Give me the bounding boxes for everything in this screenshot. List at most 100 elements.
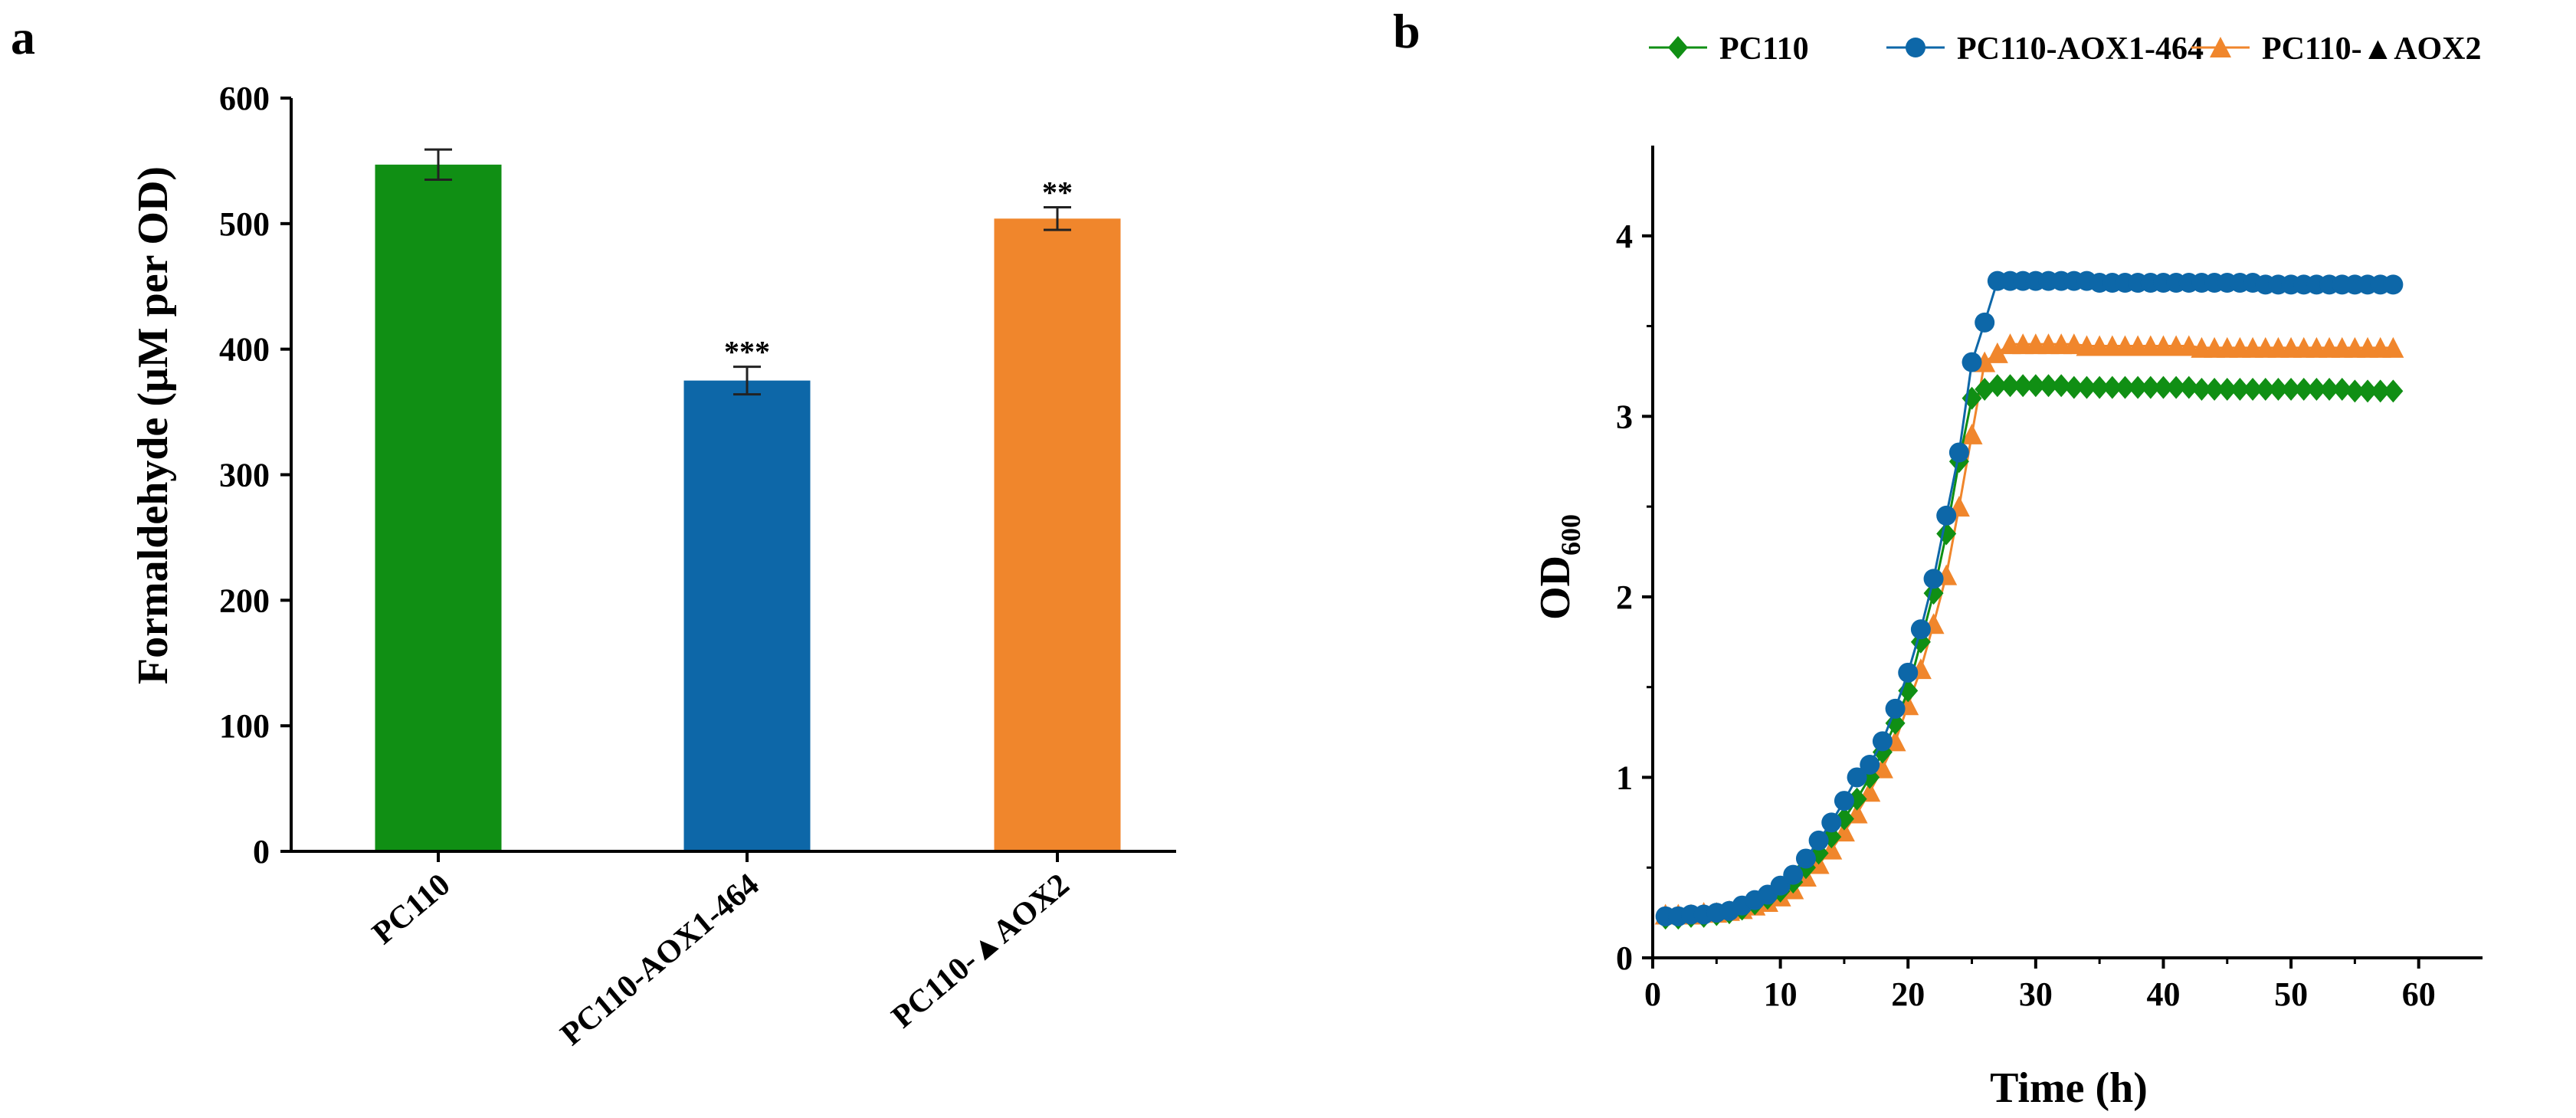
- panel-b-legend-marker: [2210, 37, 2231, 57]
- panel-b-data-point: [2306, 378, 2327, 401]
- panel-b-data-point: [2051, 374, 2072, 398]
- panel-a-y-tick-label: 600: [219, 80, 270, 117]
- panel-b-series-circle: [1655, 270, 2404, 926]
- panel-b-line-chart: b PC110 PC110-AOX1-464 PC110-▲AOX2 OD 60 0 T…: [1393, 4, 2483, 1112]
- panel-b-data-point: [1987, 374, 2007, 398]
- panel-b-data-point: [1821, 812, 1842, 833]
- panel-a-label: a: [11, 10, 35, 64]
- panel-b-data-point: [2382, 336, 2404, 358]
- panel-a-y-tick-label: 200: [219, 582, 270, 619]
- panel-b-data-point: [2166, 375, 2187, 399]
- panel-b-data-point: [1847, 767, 1867, 788]
- panel-b-data-point: [1860, 754, 1880, 775]
- panel-b-y-tick-label: 2: [1616, 579, 1633, 616]
- panel-b-data-point: [2178, 375, 2199, 399]
- panel-a-y-axis-title: Formaldehyde (μM per OD): [129, 166, 177, 684]
- panel-b-legend: PC110 PC110-AOX1-464 PC110-▲AOX2: [1649, 31, 2482, 67]
- panel-b-data-point: [2332, 378, 2352, 401]
- panel-b-data-point: [1808, 830, 1829, 851]
- panel-b-data-point: [2230, 378, 2250, 401]
- panel-b-data-point: [1948, 442, 1969, 463]
- panel-b-data-point: [2000, 374, 2020, 398]
- panel-b-data-point: [1986, 342, 2008, 363]
- panel-b-data-point: [2319, 378, 2340, 401]
- panel-b-data-point: [2013, 374, 2034, 398]
- panel-b-data-point: [2243, 378, 2263, 401]
- panel-b-data-point: [2345, 379, 2365, 403]
- panel-b-data-point: [2178, 335, 2200, 356]
- panel-b-legend-marker: [1668, 36, 1688, 59]
- panel-b-data-point: [1923, 569, 1944, 589]
- panel-b-x-axis-title: Time (h): [1990, 1064, 2148, 1112]
- panel-a-significance: **: [1042, 175, 1073, 210]
- panel-b-label: b: [1393, 4, 1421, 58]
- panel-b-x-tick-label: 60: [2402, 975, 2436, 1013]
- panel-a-y-tick-label: 300: [219, 457, 270, 494]
- panel-b-data-point: [2383, 379, 2404, 403]
- panel-b-legend-item: PC110: [1649, 31, 1809, 67]
- panel-b-data-point: [1783, 864, 1804, 885]
- panel-b-data-point: [2063, 333, 2085, 355]
- panel-b-y-axis-title-main: OD: [1532, 556, 1579, 620]
- panel-b-data-point: [2128, 375, 2148, 399]
- panel-a-y-tick-label: 500: [219, 205, 270, 243]
- panel-b-data-point: [2217, 378, 2237, 401]
- panel-a-bar-chart: a Formaldehyde (μM per OD) 0 100 200 300 400…: [11, 10, 1176, 1053]
- panel-b-x-tick-label: 10: [1764, 975, 1798, 1013]
- panel-a-y-ticks: 0 100 200 300 400 500 600: [219, 80, 291, 870]
- panel-b-data-point: [1834, 791, 1854, 811]
- panel-b-legend-label: PC110-▲AOX2: [2262, 31, 2482, 67]
- panel-b-x-tick-label: 30: [2019, 975, 2053, 1013]
- panel-b-data-point: [2281, 378, 2302, 401]
- panel-b-data-point: [2102, 375, 2122, 399]
- panel-b-data-point: [2140, 375, 2161, 399]
- panel-a-y-tick-label: 400: [219, 331, 270, 369]
- panel-b-data-point: [1872, 731, 1893, 752]
- panel-b-series-line: [1665, 280, 2394, 918]
- panel-a-bar: [683, 380, 811, 851]
- panel-b-series-line: [1665, 384, 2394, 920]
- panel-b-data-point: [2076, 375, 2097, 399]
- panel-b-data-point: [1961, 352, 1982, 372]
- panel-b-x-tick-label: 20: [1891, 975, 1925, 1013]
- panel-b-data-point: [2025, 374, 2046, 398]
- panel-b-x-tick-label: 50: [2274, 975, 2308, 1013]
- panel-b-legend-item: PC110-AOX1-464: [1886, 31, 2204, 67]
- panel-a-category-label: PC110: [365, 867, 457, 951]
- panel-b-data-point: [1871, 757, 1893, 779]
- panel-a-bar: [994, 218, 1121, 851]
- panel-b-x-ticks: 0 10 20 30 40 50 60: [1644, 958, 2436, 1013]
- panel-b-data-point: [2191, 378, 2212, 401]
- panel-b-data-point: [1898, 662, 1919, 683]
- panel-b-data-point: [2038, 374, 2059, 398]
- panel-a-category-labels: PC110 PC110-AOX1-464 PC110-▲AOX2: [365, 851, 1076, 1053]
- panel-b-legend-label: PC110-AOX1-464: [1957, 31, 2204, 67]
- panel-b-legend-label: PC110: [1719, 31, 1809, 67]
- panel-a-significance: ***: [724, 335, 770, 369]
- panel-a-category-label: PC110-AOX1-464: [554, 867, 765, 1052]
- panel-b-data-point: [2383, 274, 2404, 295]
- panel-b-legend-item: PC110-▲AOX2: [2191, 31, 2482, 67]
- panel-b-y-tick-label: 4: [1616, 218, 1633, 255]
- panel-b-data-point: [2358, 379, 2378, 403]
- panel-b-series-diamond: [1655, 374, 2404, 930]
- panel-b-data-point: [2089, 375, 2110, 399]
- panel-b-series-line: [1665, 343, 2394, 916]
- panel-b-series-triangle: [1654, 333, 2404, 925]
- panel-a-y-tick-label: 100: [219, 707, 270, 745]
- panel-b-y-tick-label: 1: [1616, 759, 1633, 796]
- panel-b-data-point: [1795, 848, 1816, 869]
- panel-b-series: [1654, 270, 2404, 930]
- panel-b-data-point: [2370, 379, 2391, 403]
- panel-a-bar: [375, 164, 502, 851]
- panel-a-category-label: PC110-▲AOX2: [885, 867, 1076, 1034]
- panel-b-data-point: [2255, 378, 2276, 401]
- panel-b-data-point: [2115, 375, 2135, 399]
- panel-b-x-tick-label: 0: [1644, 975, 1661, 1013]
- panel-b-data-point: [1885, 711, 1906, 735]
- panel-b-data-point: [2293, 378, 2314, 401]
- panel-b-data-point: [1975, 312, 1995, 333]
- panel-b-y-tick-label: 3: [1616, 398, 1633, 435]
- panel-b-data-point: [2204, 378, 2225, 401]
